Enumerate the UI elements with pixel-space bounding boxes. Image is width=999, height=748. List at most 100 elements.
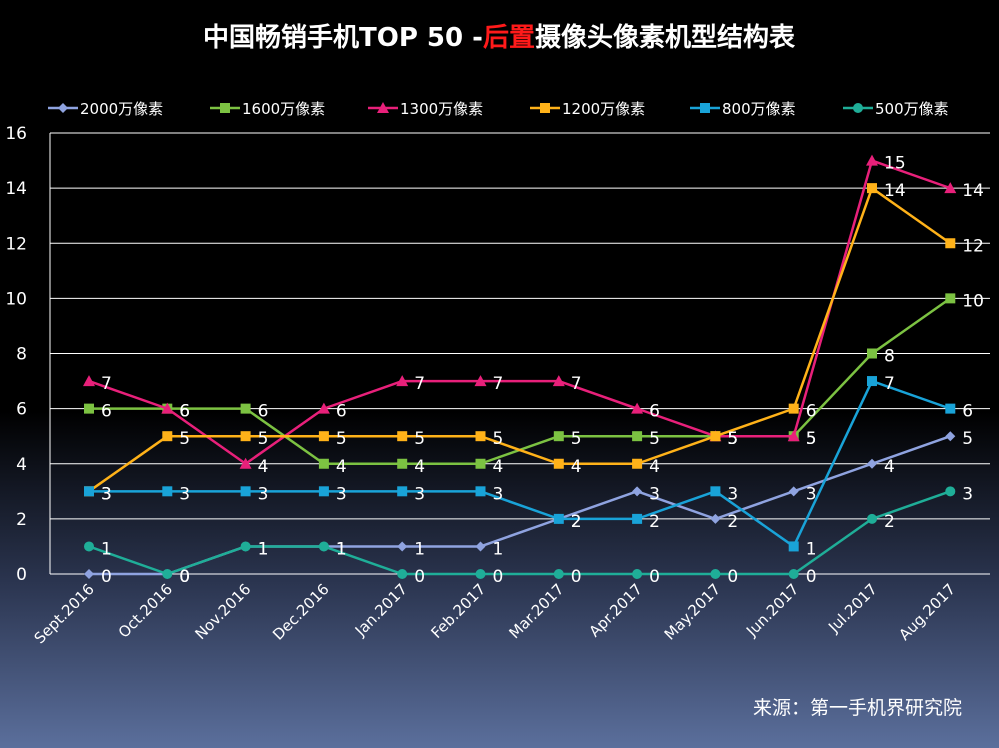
legend: 2000万像素 1600万像素 1300万像素 1200万像素 800万像素 500万像素 <box>48 100 949 118</box>
data-point-square <box>240 431 251 442</box>
data-point-diamond <box>788 486 799 497</box>
data-point-square <box>867 183 877 194</box>
data-point-triangle <box>944 182 957 194</box>
x-tick-label: Feb.2017 <box>427 580 489 642</box>
legend-item: 500万像素 <box>843 100 949 118</box>
x-tick-label: Jul.2017 <box>824 580 881 637</box>
series-3: 3 5 5 5 5 5 4 4 5 6 14 12 <box>84 181 984 504</box>
data-label: 3 <box>101 484 112 504</box>
data-point-square <box>84 403 94 414</box>
data-point-square <box>632 513 643 524</box>
data-point-circle <box>945 486 956 497</box>
data-label: 4 <box>414 457 425 477</box>
data-label: 14 <box>962 181 984 201</box>
data-point-circle <box>553 569 564 579</box>
data-label: 5 <box>727 429 738 449</box>
data-label: 8 <box>884 347 895 367</box>
data-label: 1 <box>336 539 347 559</box>
data-label: 0 <box>101 567 112 587</box>
data-point-square <box>84 486 94 497</box>
data-label: 3 <box>806 484 817 504</box>
chart-title-highlight: 后置 <box>483 23 535 53</box>
legend-label: 800万像素 <box>722 100 796 118</box>
data-label: 6 <box>179 402 190 422</box>
data-label: 1 <box>101 539 112 559</box>
data-label: 0 <box>414 567 425 587</box>
data-point-square <box>788 541 799 552</box>
series-2: 7 6 4 6 7 7 7 6 5 5 15 14 <box>83 154 984 477</box>
data-label: 6 <box>179 402 190 422</box>
data-point-square <box>318 486 329 497</box>
data-label: 0 <box>493 567 504 587</box>
data-point-triangle <box>552 375 565 387</box>
data-label: 5 <box>727 429 738 449</box>
data-label: 1 <box>414 539 425 559</box>
source-note: 来源：第一手机界研究院 <box>753 697 962 719</box>
data-label: 7 <box>571 374 582 394</box>
data-label: 7 <box>414 374 425 394</box>
data-point-square <box>397 486 408 497</box>
data-label: 5 <box>414 429 425 449</box>
data-label: 0 <box>179 567 190 587</box>
data-point-square <box>220 103 230 113</box>
data-label: 4 <box>884 457 895 477</box>
data-label: 3 <box>493 484 504 504</box>
data-point-square <box>632 431 643 442</box>
data-label: 3 <box>649 484 660 504</box>
data-point-circle <box>788 569 799 579</box>
data-label: 3 <box>414 484 425 504</box>
data-point-diamond <box>710 513 721 524</box>
data-point-circle <box>475 569 486 579</box>
data-point-square <box>540 103 550 113</box>
y-tick-label: 8 <box>16 345 27 365</box>
chart-title-prefix: 中国畅销手机TOP 50 - <box>203 23 483 53</box>
data-label: 12 <box>962 236 984 256</box>
legend-label: 500万像素 <box>875 100 949 118</box>
data-point-diamond <box>632 486 643 497</box>
data-label: 1 <box>806 539 817 559</box>
data-point-triangle <box>377 102 389 113</box>
data-point-square <box>553 458 564 469</box>
x-tick-label: Sept.2016 <box>31 580 98 647</box>
x-tick-label: Jan.2017 <box>351 580 411 640</box>
x-tick-label: May.2017 <box>661 580 725 644</box>
y-tick-label: 6 <box>16 400 27 420</box>
data-label: 3 <box>962 484 973 504</box>
data-point-triangle <box>83 375 95 387</box>
data-label: 1 <box>493 539 504 559</box>
data-label: 0 <box>649 567 660 587</box>
legend-label: 1600万像素 <box>242 100 325 118</box>
data-label: 3 <box>336 484 347 504</box>
data-label: 0 <box>806 567 817 587</box>
data-label: 1 <box>258 539 269 559</box>
data-label: 7 <box>884 374 895 394</box>
y-tick-label: 4 <box>16 455 27 475</box>
y-axis: 0 2 4 6 8 10 12 14 16 <box>5 124 27 585</box>
series-1: 6 6 6 4 4 4 5 5 5 5 8 10 <box>84 291 984 477</box>
data-label: 2 <box>571 512 582 532</box>
x-tick-label: Oct.2016 <box>115 580 176 641</box>
data-point-square <box>553 513 564 524</box>
y-tick-label: 0 <box>16 565 27 585</box>
data-label: 0 <box>179 567 190 587</box>
data-label: 5 <box>571 429 582 449</box>
data-point-circle <box>867 513 877 524</box>
legend-item: 800万像素 <box>690 100 796 118</box>
y-tick-label: 14 <box>5 179 27 199</box>
x-tick-label: Apr.2017 <box>585 580 645 640</box>
data-label: 14 <box>884 181 906 201</box>
data-point-diamond <box>84 569 94 579</box>
data-point-triangle <box>787 430 800 442</box>
series-4: 3 3 3 3 3 3 2 2 3 1 7 6 <box>84 374 973 559</box>
data-label: 7 <box>101 374 112 394</box>
legend-item: 1600万像素 <box>210 100 325 118</box>
data-point-square <box>397 431 408 442</box>
chart-title-suffix: 摄像头像素机型结构表 <box>535 23 796 53</box>
data-label: 5 <box>258 429 269 449</box>
data-label: 1 <box>258 539 269 559</box>
y-tick-label: 2 <box>16 510 27 530</box>
data-label: 4 <box>649 457 660 477</box>
data-point-square <box>945 293 956 304</box>
series-line <box>88 186 952 493</box>
data-label: 5 <box>806 429 817 449</box>
